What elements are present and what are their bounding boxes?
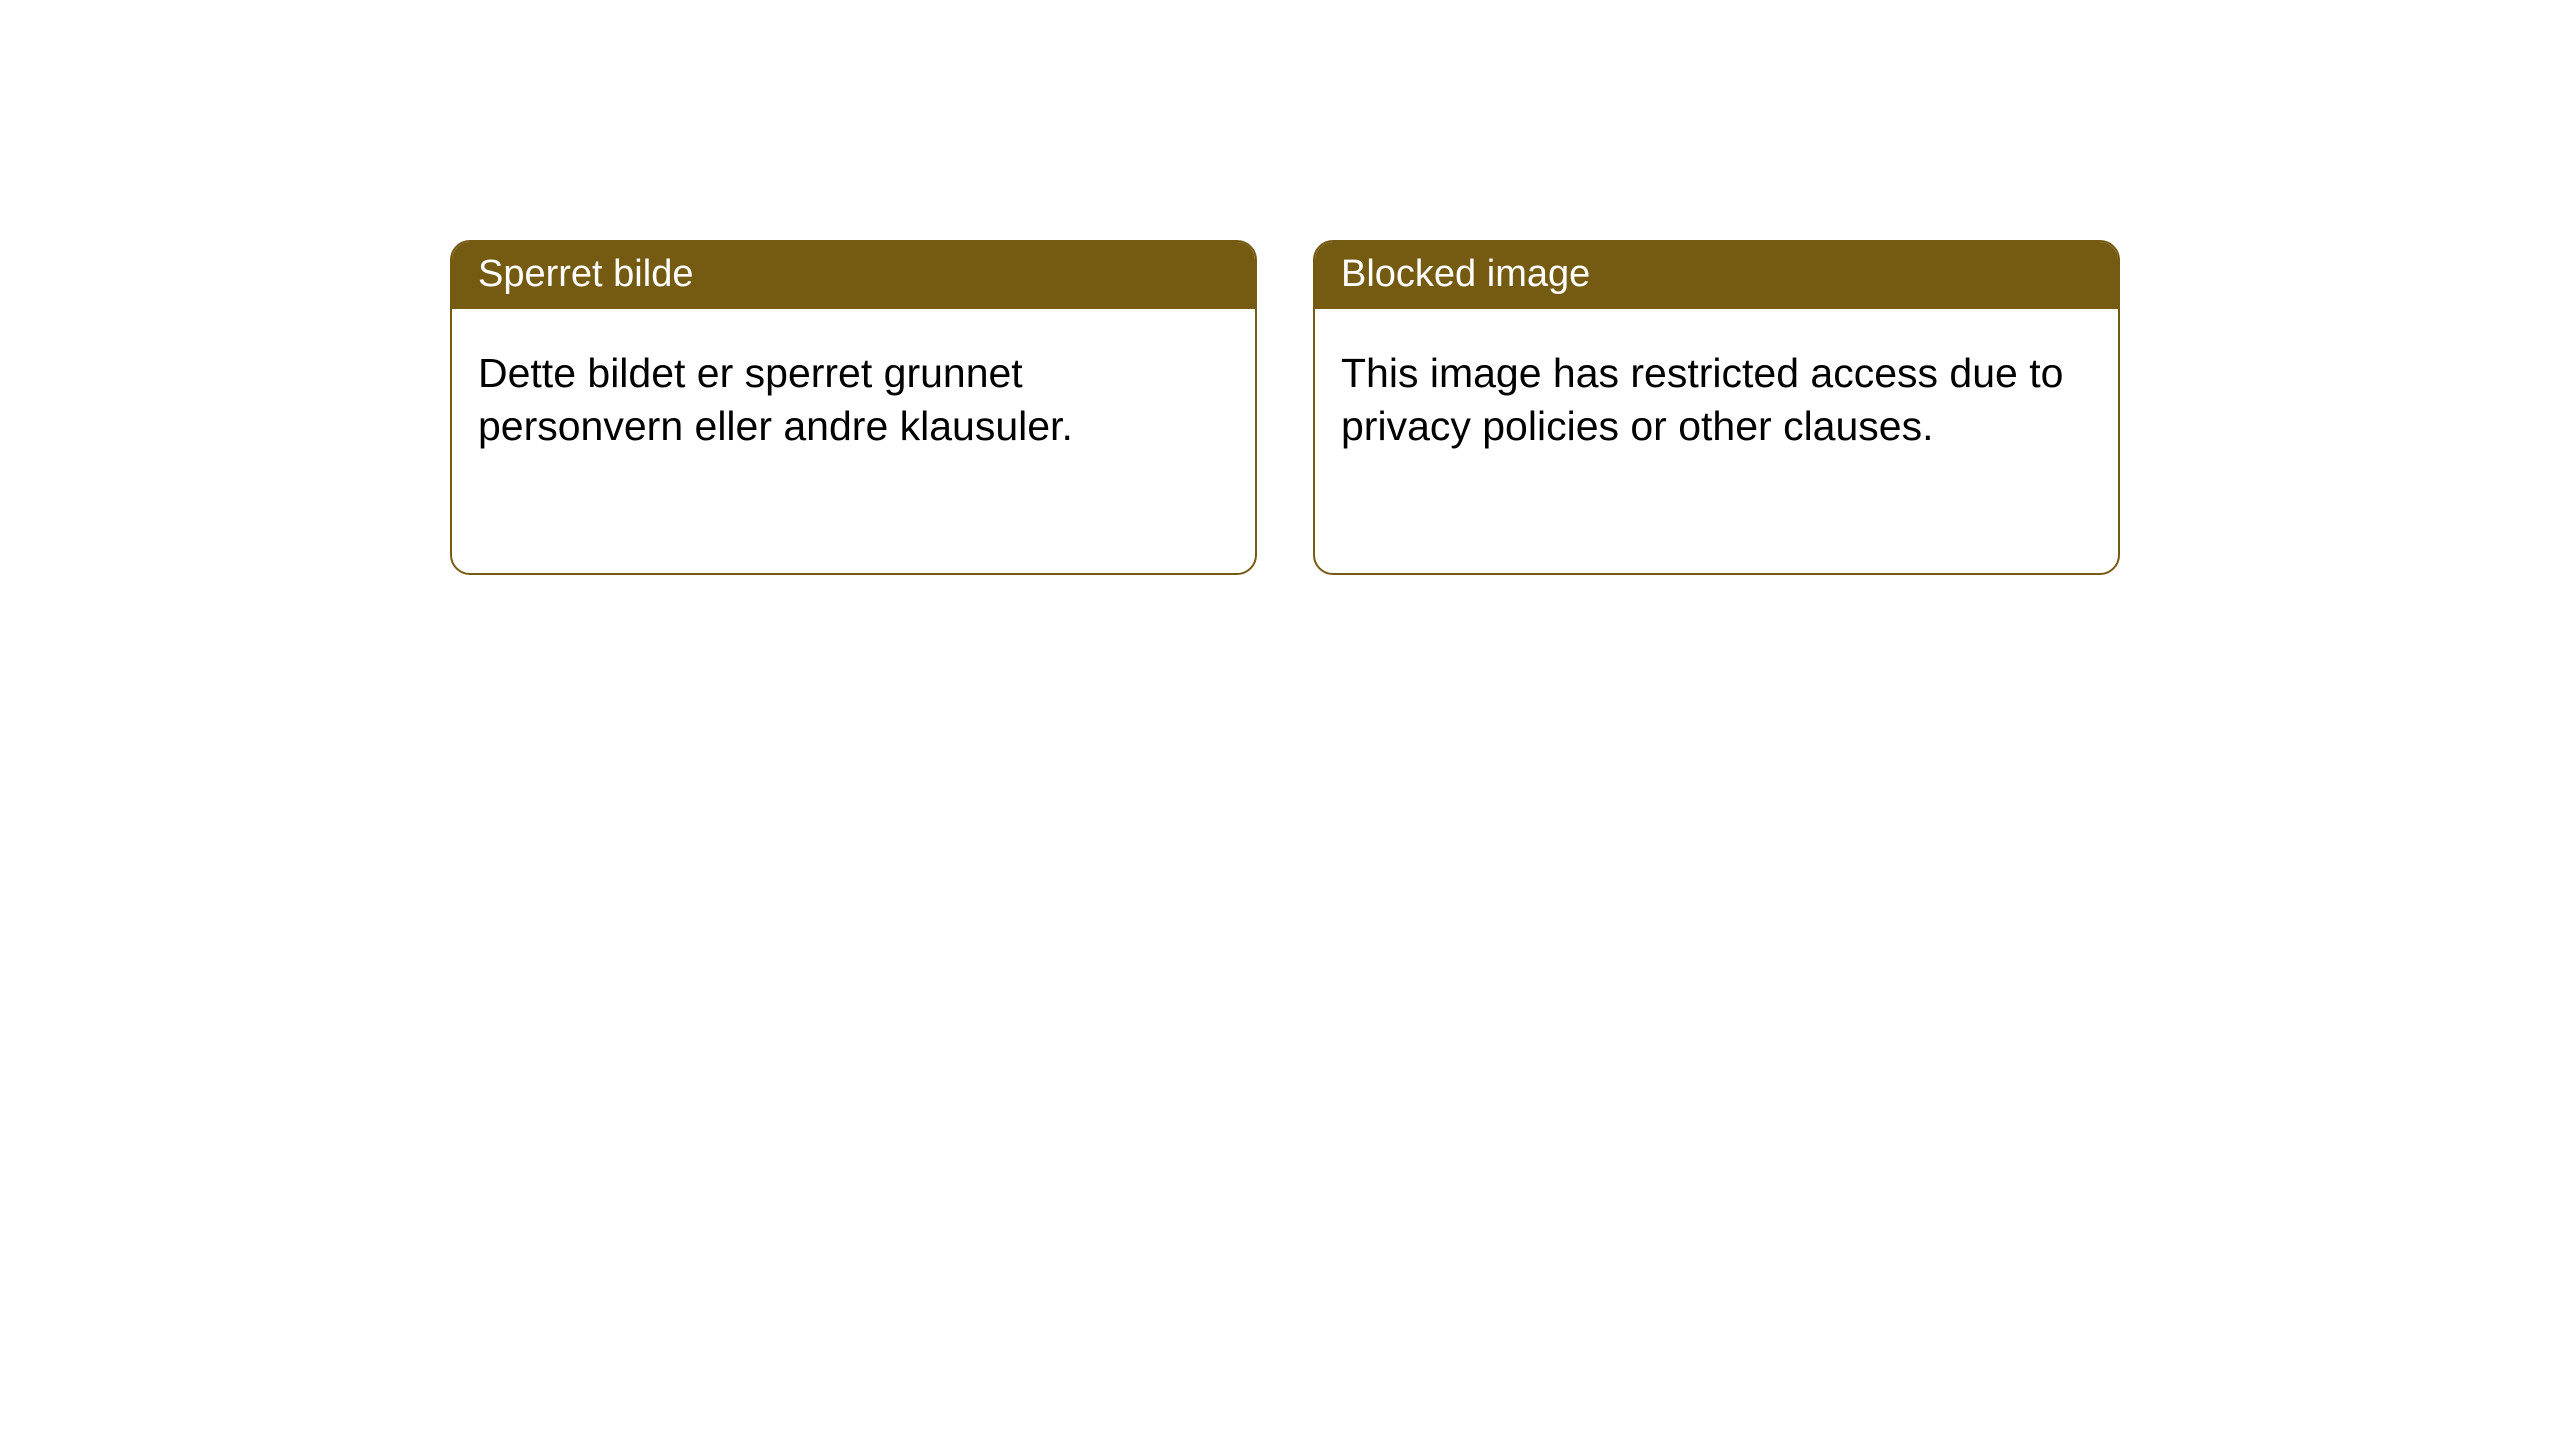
card-body-en: This image has restricted access due to … [1315,309,2118,478]
notice-container: Sperret bilde Dette bildet er sperret gr… [0,0,2560,575]
blocked-image-card-no: Sperret bilde Dette bildet er sperret gr… [450,240,1257,575]
card-header-en: Blocked image [1315,242,2118,309]
card-body-no: Dette bildet er sperret grunnet personve… [452,309,1255,478]
blocked-image-card-en: Blocked image This image has restricted … [1313,240,2120,575]
card-header-no: Sperret bilde [452,242,1255,309]
